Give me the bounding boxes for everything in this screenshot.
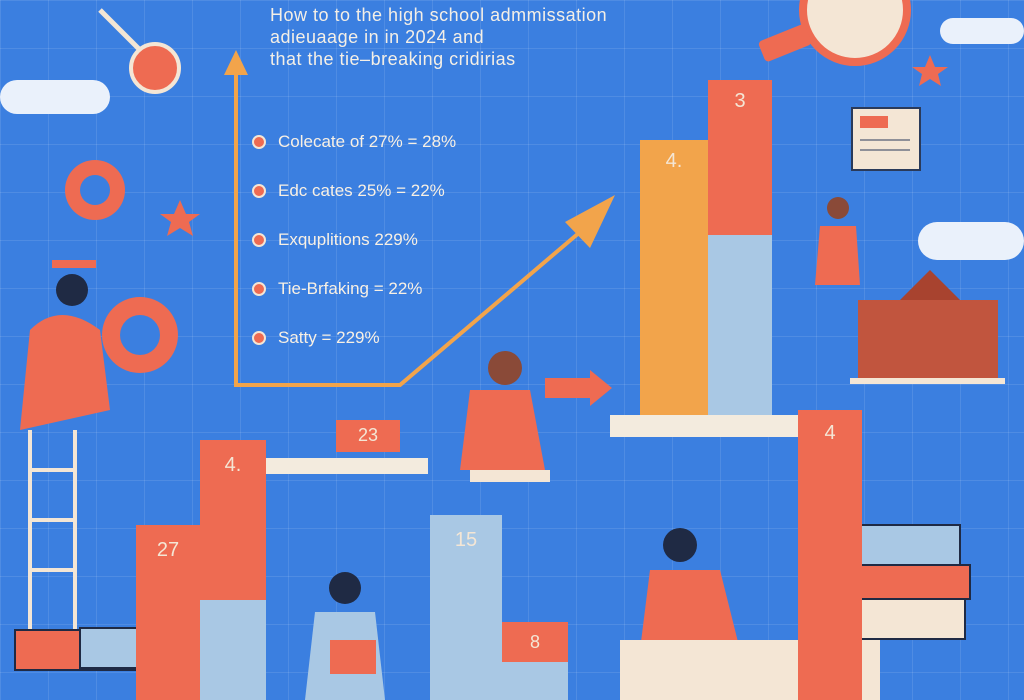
school-building-icon (850, 270, 1005, 384)
legend-item: Colecate of 27% = 28% (252, 130, 582, 154)
student-with-book (305, 572, 385, 700)
legend-item: Edc cates 25% = 22% (252, 179, 582, 203)
bar-7: 3 (708, 80, 772, 235)
legend: Colecate of 27% = 28% Edc cates 25% = 22… (252, 130, 582, 375)
legend-item-label: Exquplitions 229% (278, 230, 418, 249)
legend-item: Exquplitions 229% (252, 228, 582, 252)
bullet-icon (252, 135, 266, 149)
bar-6-label: 4. (665, 150, 683, 172)
bar-1: 4. (200, 440, 266, 600)
ladder-icon (28, 430, 77, 630)
bar-4: 15 (430, 515, 502, 700)
bar-4-label: 15 (454, 529, 478, 551)
title-line-2: adieuaage in in 2024 and (270, 27, 485, 47)
student-laptop (640, 528, 740, 650)
bar-5-base (502, 662, 568, 700)
bar-1-label: 4. (224, 454, 242, 476)
legend-item: Tie-Brfaking = 22% (252, 277, 582, 301)
magnifier-icon (98, 8, 181, 94)
infographic-title: How to to the high school admmissation a… (270, 4, 730, 70)
bar-8-label: 4 (824, 422, 836, 444)
bar-6-base (640, 230, 708, 415)
document-icon (851, 107, 921, 171)
bullet-icon (252, 184, 266, 198)
legend-item-label: Edc cates 25% = 22% (278, 181, 445, 200)
legend-item-label: Satty = 229% (278, 328, 380, 347)
title-line-1: How to to the high school admmissation (270, 5, 608, 25)
bar-7-base (708, 235, 772, 415)
bar-5-badge: 8 (502, 622, 568, 662)
bar-7-shelf (610, 415, 800, 437)
gear-icon-large (102, 297, 178, 373)
bar-6: 4. (640, 140, 708, 230)
star-icon-top (912, 55, 948, 86)
student-reading (460, 351, 550, 482)
bar-3-badge: 23 (336, 420, 400, 452)
cloud-left (0, 80, 110, 114)
legend-item-label: Colecate of 27% = 28% (278, 132, 457, 151)
bullet-icon (252, 233, 266, 247)
small-arrow-icon (545, 370, 612, 406)
bar-8: 4 (798, 410, 862, 700)
bar-1-base (200, 600, 266, 700)
bar-7-label: 3 (734, 90, 746, 112)
cloud-top-right (940, 18, 1024, 44)
bar-2-label: 27 (156, 539, 180, 561)
cloud-right (918, 222, 1024, 260)
gear-icon (65, 160, 125, 220)
axis-line (224, 50, 602, 387)
star-icon (160, 200, 200, 236)
legend-item-label: Tie-Brfaking = 22% (278, 279, 423, 298)
bar-3-shelf (266, 458, 428, 474)
clock-icon (758, 0, 911, 66)
bullet-icon (252, 282, 266, 296)
legend-item: Satty = 229% (252, 326, 582, 350)
presenter-person (815, 197, 860, 285)
title-line-3: that the tie–breaking cridirias (270, 49, 516, 69)
bullet-icon (252, 331, 266, 345)
bar-2: 27 (136, 525, 200, 700)
graduate-person (20, 260, 110, 430)
trend-arrow-head (565, 195, 615, 248)
